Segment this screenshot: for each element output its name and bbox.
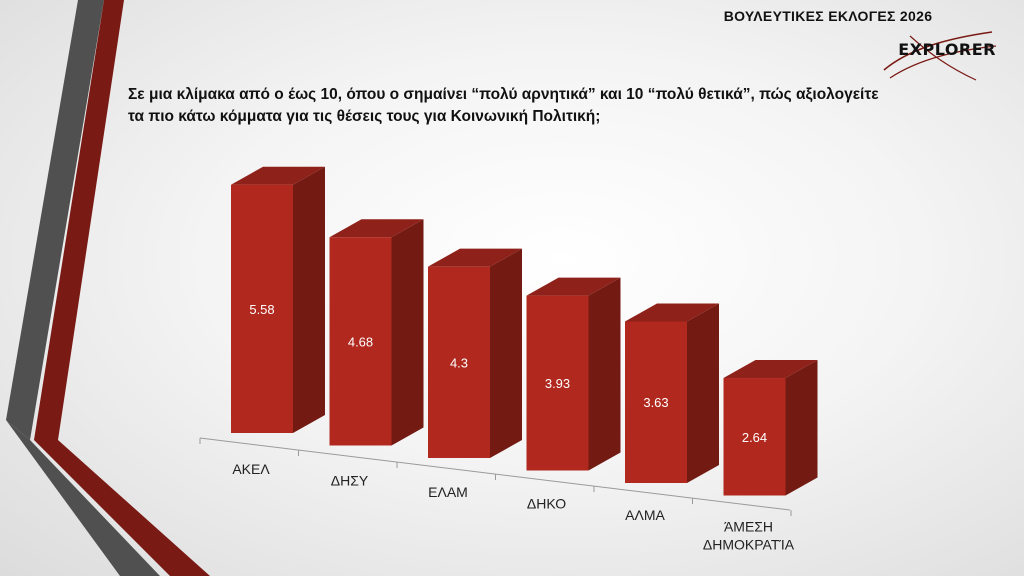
bar-top bbox=[526, 277, 621, 296]
bar-side bbox=[391, 219, 424, 446]
bar-top bbox=[723, 360, 818, 379]
category-label: ΑΚΕΛ bbox=[232, 461, 270, 477]
data-label: 3.93 bbox=[545, 376, 570, 391]
bar-side bbox=[785, 360, 818, 496]
bar-top bbox=[329, 219, 424, 238]
grey-stripe-lower bbox=[6, 420, 160, 576]
category-label: ΔΗΣΥ bbox=[331, 473, 369, 489]
bar-side bbox=[293, 166, 325, 433]
logo-swoosh-icon bbox=[883, 31, 997, 81]
red-stripe bbox=[34, 0, 124, 440]
question-text: Σε μια κλίμακα από ο έως 10, όπου ο σημα… bbox=[128, 84, 978, 128]
bar-top bbox=[231, 166, 325, 185]
category-label: ΆΜΕΣΗ bbox=[724, 519, 773, 535]
header-title: ΒΟΥΛΕΥΤΙΚΕΣ ΕΚΛΟΓΕΣ 2026 bbox=[723, 8, 933, 24]
bar-front bbox=[329, 237, 392, 446]
bar-side bbox=[490, 248, 522, 458]
category-label: ΔΗΜΟΚΡΑΤΊΑ bbox=[703, 537, 795, 553]
data-label: 2.64 bbox=[742, 430, 767, 445]
bar: 4.68 bbox=[329, 219, 424, 446]
bar: 3.93 bbox=[526, 277, 621, 471]
bar-front bbox=[723, 378, 786, 496]
bar-front bbox=[231, 184, 293, 433]
question-line-1: Σε μια κλίμακα από ο έως 10, όπου ο σημα… bbox=[128, 86, 879, 103]
bar-front bbox=[625, 321, 687, 483]
bars-group: 5.58 4.68 4.3 3.93 3.63 2.64 bbox=[231, 166, 818, 496]
bar: 4.3 bbox=[428, 248, 522, 458]
bar-top bbox=[428, 248, 522, 267]
question-line-2: τα πιο κάτω κόμματα για τις θέσεις τους … bbox=[128, 108, 601, 125]
category-label: ΕΛΑΜ bbox=[428, 484, 468, 500]
x-axis-line bbox=[199, 437, 791, 511]
bar-top bbox=[625, 303, 719, 322]
data-label: 3.63 bbox=[643, 395, 668, 410]
bar: 3.63 bbox=[625, 303, 719, 483]
data-label: 4.3 bbox=[450, 355, 468, 370]
explorer-logo: EXPLORER bbox=[880, 28, 1000, 88]
grey-stripe bbox=[6, 0, 104, 440]
bar: 5.58 bbox=[231, 166, 325, 433]
data-label: 5.58 bbox=[249, 302, 274, 317]
category-labels-group: ΑΚΕΛ ΔΗΣΥ ΕΛΑΜ ΔΗΚΟ ΑΛΜΑ ΆΜΕΣΗ ΔΗΜΟΚΡΑΤΊΑ bbox=[232, 461, 794, 553]
bar: 2.64 bbox=[723, 360, 818, 496]
red-stripe-lower bbox=[34, 440, 210, 576]
x-axis bbox=[199, 437, 792, 517]
logo-text: EXPLORER bbox=[898, 40, 996, 59]
bar-side bbox=[687, 303, 719, 483]
bar-front bbox=[428, 266, 490, 458]
category-label: ΑΛΜΑ bbox=[625, 507, 665, 523]
category-label: ΔΗΚΟ bbox=[527, 496, 566, 512]
bar-front bbox=[526, 295, 589, 471]
data-label: 4.68 bbox=[348, 334, 373, 349]
bar-side bbox=[588, 277, 621, 471]
